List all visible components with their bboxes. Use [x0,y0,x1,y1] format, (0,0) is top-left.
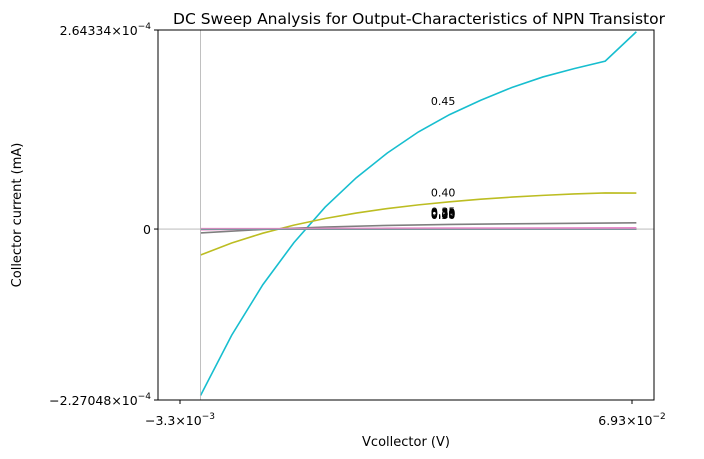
series-label-9: 0.00 [431,209,456,222]
series-label-3: 0.30 [431,206,456,219]
series-line-1 [200,192,637,256]
series-label-8: 0.05 [431,208,456,221]
plot-frame [157,29,655,401]
series-label-10: 0.30 [431,209,456,222]
series-label-6: 0.15 [431,208,456,221]
series-label-7: 0.10 [431,208,456,221]
series-layer [199,31,637,396]
series-label-1: 0.40 [431,186,456,199]
reference-lines [158,30,654,400]
y-axis-label: Collector current (mA) [10,143,25,288]
series-label-0: 0.45 [431,95,456,108]
series-labels: 0.45 0.40 0.350.300.250.200.150.100.050.00… [431,95,456,222]
series-label-2: 0.35 [431,205,456,218]
axis-ticks: −3.3×10−3 6.93×10−2 2.64334×10−4 0 −2.27048×… [49,22,666,428]
x-axis-label: Vcollector (V) [362,435,450,450]
series-label-5: 0.20 [431,207,456,220]
x-tick-label-0: −3.3×10−3 [145,412,215,428]
x-tick-label-1: 6.93×10−2 [598,412,666,428]
y-tick-label-0: 2.64334×10−4 [60,22,152,38]
series-line-0 [199,31,637,396]
y-tick-label-1: 0 [143,222,151,237]
y-tick-label-2: −2.27048×10−4 [49,392,151,408]
series-label-4: 0.25 [431,207,456,220]
chart-title: DC Sweep Analysis for Output-Characteris… [173,10,666,28]
